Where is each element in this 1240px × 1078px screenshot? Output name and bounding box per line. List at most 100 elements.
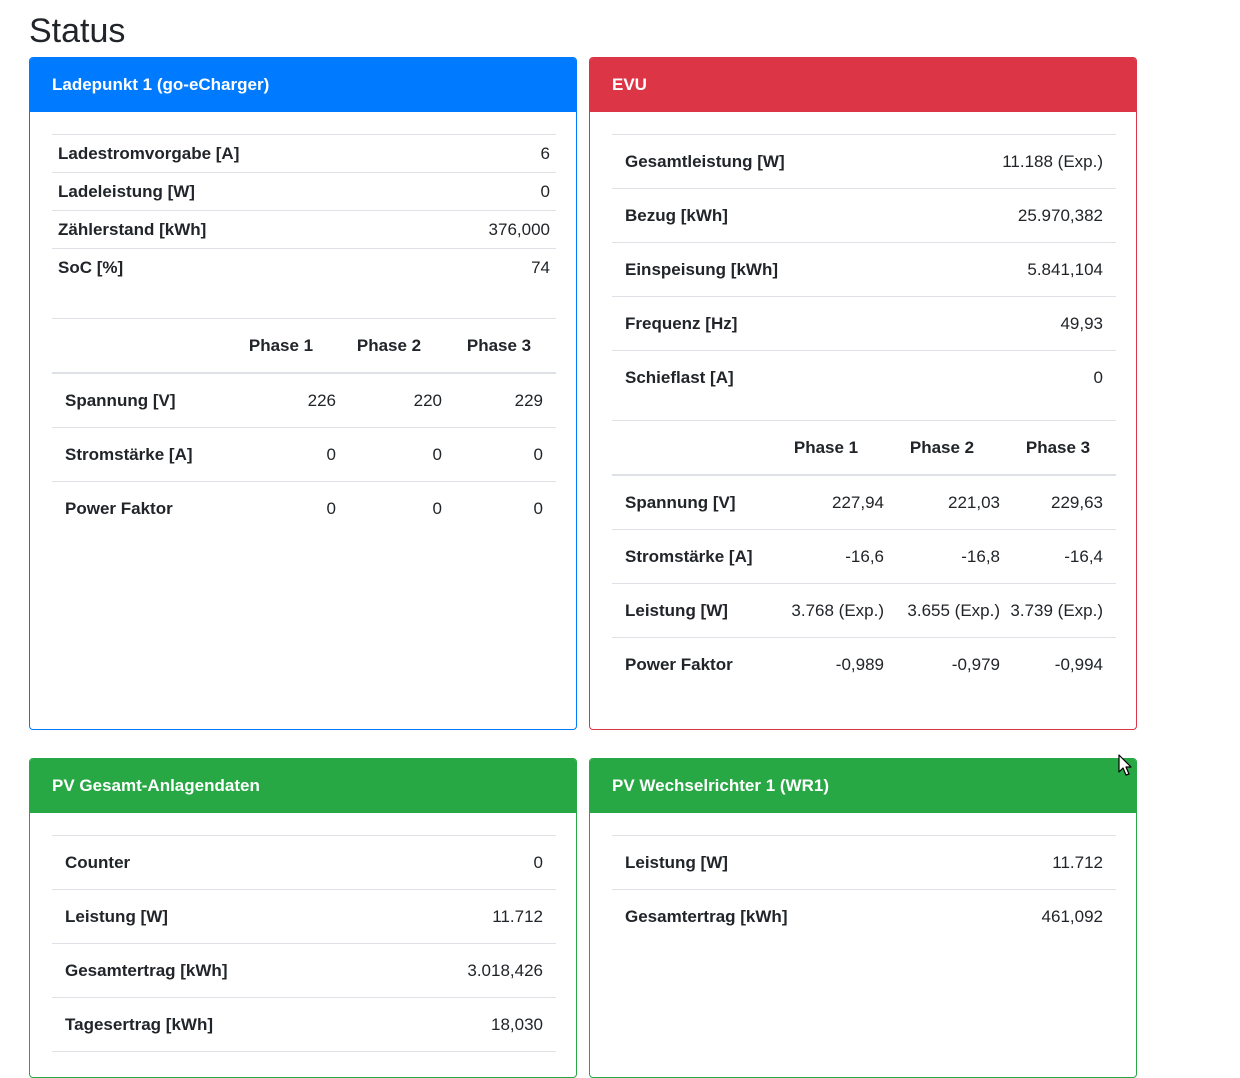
table-row: Spannung [V] 226 220 229 (52, 373, 556, 428)
row-label: Spannung [V] (612, 475, 768, 530)
row-value: 18,030 (387, 998, 556, 1052)
phase-value: 0 (336, 482, 442, 536)
table-row: Einspeisung [kWh] 5.841,104 (612, 243, 1116, 297)
table-row: Leistung [W] 11.712 (612, 836, 1116, 890)
phase-value: 0 (442, 428, 556, 482)
row-value: 49,93 (916, 297, 1116, 351)
phase-value: -0,979 (884, 638, 1000, 692)
phase-header-empty (612, 421, 768, 476)
row-label: Stromstärke [A] (52, 428, 226, 482)
ladepunkt-phase-table: Phase 1 Phase 2 Phase 3 Spannung [V] 226… (52, 318, 556, 535)
phase-header-2: Phase 2 (336, 319, 442, 374)
row-value: 376,000 (423, 211, 556, 249)
row-label: Power Faktor (612, 638, 768, 692)
phase-value: 0 (226, 428, 336, 482)
evu-phase-table: Phase 1 Phase 2 Phase 3 Spannung [V] 227… (612, 420, 1116, 691)
pv-gesamt-card-header[interactable]: PV Gesamt-Anlagendaten (30, 759, 576, 813)
page-title: Status (29, 8, 125, 54)
phase-value: 229 (442, 373, 556, 428)
row-value: 0 (916, 351, 1116, 405)
row-label: Counter (52, 836, 387, 890)
table-row: Zählerstand [kWh] 376,000 (52, 211, 556, 249)
row-value: 461,092 (966, 890, 1116, 944)
row-label: Frequenz [Hz] (612, 297, 916, 351)
table-row: Leistung [W] 11.712 (52, 890, 556, 944)
row-value: 74 (423, 249, 556, 287)
table-row: Ladeleistung [W] 0 (52, 173, 556, 211)
table-row: Gesamtleistung [W] 11.188 (Exp.) (612, 135, 1116, 189)
evu-card-header[interactable]: EVU (590, 58, 1136, 112)
row-label: Stromstärke [A] (612, 530, 768, 584)
row-label: Gesamtertrag [kWh] (52, 944, 387, 998)
phase-value: 226 (226, 373, 336, 428)
phase-header-1: Phase 1 (768, 421, 884, 476)
row-value: 11.712 (966, 836, 1116, 890)
table-row: Power Faktor -0,989 -0,979 -0,994 (612, 638, 1116, 692)
phase-value: 227,94 (768, 475, 884, 530)
phase-value: 0 (226, 482, 336, 536)
row-label: Gesamtleistung [W] (612, 135, 916, 189)
row-label: Spannung [V] (52, 373, 226, 428)
evu-card: EVU Gesamtleistung [W] 11.188 (Exp.) Bez… (589, 57, 1137, 730)
phase-value: 3.739 (Exp.) (1000, 584, 1116, 638)
table-row: SoC [%] 74 (52, 249, 556, 287)
phase-value: -16,4 (1000, 530, 1116, 584)
table-row: Leistung [W] 3.768 (Exp.) 3.655 (Exp.) 3… (612, 584, 1116, 638)
phase-value: 220 (336, 373, 442, 428)
row-label: SoC [%] (52, 249, 423, 287)
table-row: Frequenz [Hz] 49,93 (612, 297, 1116, 351)
row-value: 25.970,382 (916, 189, 1116, 243)
pv-gesamt-table: Counter 0 Leistung [W] 11.712 Gesamtertr… (52, 835, 556, 1078)
phase-header-3: Phase 3 (442, 319, 556, 374)
phase-header-2: Phase 2 (884, 421, 1000, 476)
phase-header-empty (52, 319, 226, 374)
phase-value: 0 (442, 482, 556, 536)
table-row: Tagesertrag [kWh] 18,030 (52, 998, 556, 1052)
phase-header-row: Phase 1 Phase 2 Phase 3 (52, 319, 556, 374)
phase-value: -0,989 (768, 638, 884, 692)
row-value: 3.018,426 (387, 944, 556, 998)
mouse-pointer-icon (1118, 754, 1134, 778)
table-row: Stromstärke [A] -16,6 -16,8 -16,4 (612, 530, 1116, 584)
row-label (52, 1052, 387, 1078)
row-label: Zählerstand [kWh] (52, 211, 423, 249)
table-row: Power Faktor 0 0 0 (52, 482, 556, 536)
row-label: Schieflast [A] (612, 351, 916, 405)
row-label: Einspeisung [kWh] (612, 243, 916, 297)
table-row: Schieflast [A] 0 (612, 351, 1116, 405)
pv-wr1-card-header[interactable]: PV Wechselrichter 1 (WR1) (590, 759, 1136, 813)
pv-wr1-table: Leistung [W] 11.712 Gesamtertrag [kWh] 4… (612, 835, 1116, 943)
table-row: Counter 0 (52, 836, 556, 890)
row-value: 6 (423, 135, 556, 173)
row-label: Leistung [W] (52, 890, 387, 944)
phase-value: 221,03 (884, 475, 1000, 530)
ladepunkt-card: Ladepunkt 1 (go-eCharger) Ladestromvorga… (29, 57, 577, 730)
row-value: 11.188 (Exp.) (916, 135, 1116, 189)
evu-summary-table: Gesamtleistung [W] 11.188 (Exp.) Bezug [… (612, 134, 1116, 404)
row-value: 5.841,104 (916, 243, 1116, 297)
row-label: Gesamtertrag [kWh] (612, 890, 966, 944)
phase-value: 229,63 (1000, 475, 1116, 530)
phase-value: -16,6 (768, 530, 884, 584)
table-row: Spannung [V] 227,94 221,03 229,63 (612, 475, 1116, 530)
phase-header-row: Phase 1 Phase 2 Phase 3 (612, 421, 1116, 476)
table-row: Gesamtertrag [kWh] 3.018,426 (52, 944, 556, 998)
row-label: Leistung [W] (612, 584, 768, 638)
row-value: 0 (423, 173, 556, 211)
row-label: Ladeleistung [W] (52, 173, 423, 211)
phase-header-1: Phase 1 (226, 319, 336, 374)
row-value: 11.712 (387, 890, 556, 944)
table-row: Stromstärke [A] 0 0 0 (52, 428, 556, 482)
table-row: Bezug [kWh] 25.970,382 (612, 189, 1116, 243)
table-row (52, 1052, 556, 1078)
row-label: Leistung [W] (612, 836, 966, 890)
pv-gesamt-card: PV Gesamt-Anlagendaten Counter 0 Leistun… (29, 758, 577, 1078)
pv-wr1-card: PV Wechselrichter 1 (WR1) Leistung [W] 1… (589, 758, 1137, 1078)
phase-value: -16,8 (884, 530, 1000, 584)
row-label: Ladestromvorgabe [A] (52, 135, 423, 173)
row-label: Power Faktor (52, 482, 226, 536)
phase-value: 0 (336, 428, 442, 482)
row-label: Bezug [kWh] (612, 189, 916, 243)
phase-header-3: Phase 3 (1000, 421, 1116, 476)
ladepunkt-card-header[interactable]: Ladepunkt 1 (go-eCharger) (30, 58, 576, 112)
